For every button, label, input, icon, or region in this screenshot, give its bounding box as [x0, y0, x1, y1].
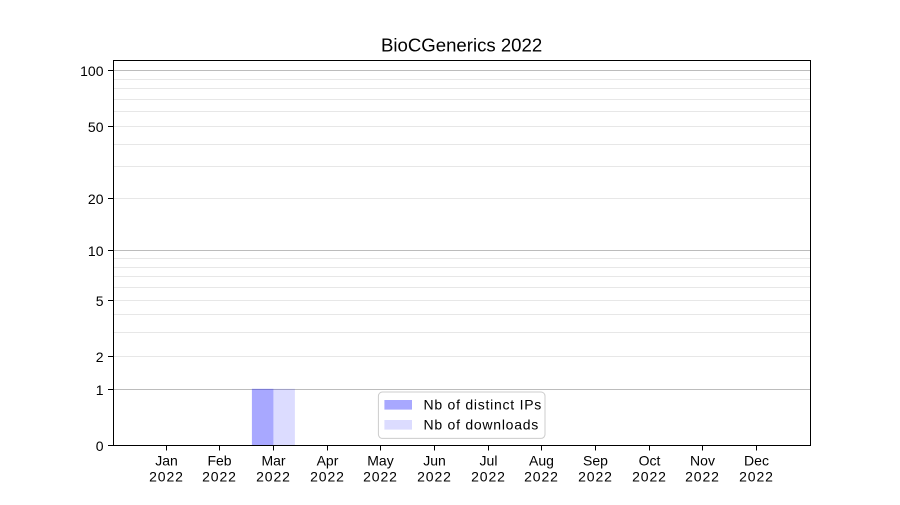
svg-text:Apr: Apr	[317, 453, 339, 469]
svg-text:2022: 2022	[202, 469, 237, 485]
svg-text:Jul: Jul	[480, 453, 498, 469]
svg-text:Sep: Sep	[583, 453, 608, 469]
svg-text:2022: 2022	[524, 469, 559, 485]
svg-text:Dec: Dec	[744, 453, 769, 469]
svg-text:50: 50	[88, 119, 104, 135]
svg-text:1: 1	[96, 382, 104, 398]
svg-text:100: 100	[80, 63, 104, 79]
svg-text:2022: 2022	[417, 469, 452, 485]
svg-text:2022: 2022	[149, 469, 184, 485]
svg-text:Oct: Oct	[639, 453, 661, 469]
svg-text:2022: 2022	[310, 469, 345, 485]
svg-text:20: 20	[88, 191, 104, 207]
svg-text:May: May	[367, 453, 393, 469]
svg-text:Mar: Mar	[261, 453, 285, 469]
svg-text:Jun: Jun	[423, 453, 446, 469]
svg-text:2022: 2022	[739, 469, 774, 485]
svg-text:10: 10	[88, 243, 104, 259]
svg-text:2022: 2022	[256, 469, 291, 485]
svg-text:2: 2	[96, 349, 104, 365]
svg-text:Nov: Nov	[690, 453, 715, 469]
svg-text:5: 5	[96, 293, 104, 309]
svg-text:Jan: Jan	[155, 453, 178, 469]
svg-text:2022: 2022	[578, 469, 613, 485]
svg-text:2022: 2022	[685, 469, 720, 485]
svg-text:BioCGenerics 2022: BioCGenerics 2022	[381, 34, 542, 55]
svg-text:Nb of downloads: Nb of downloads	[424, 417, 540, 433]
svg-text:2022: 2022	[471, 469, 506, 485]
svg-text:2022: 2022	[632, 469, 667, 485]
svg-text:2022: 2022	[363, 469, 398, 485]
svg-text:Nb of distinct IPs: Nb of distinct IPs	[424, 397, 543, 413]
svg-text:Aug: Aug	[529, 453, 554, 469]
svg-text:Feb: Feb	[207, 453, 231, 469]
svg-text:0: 0	[96, 438, 104, 454]
